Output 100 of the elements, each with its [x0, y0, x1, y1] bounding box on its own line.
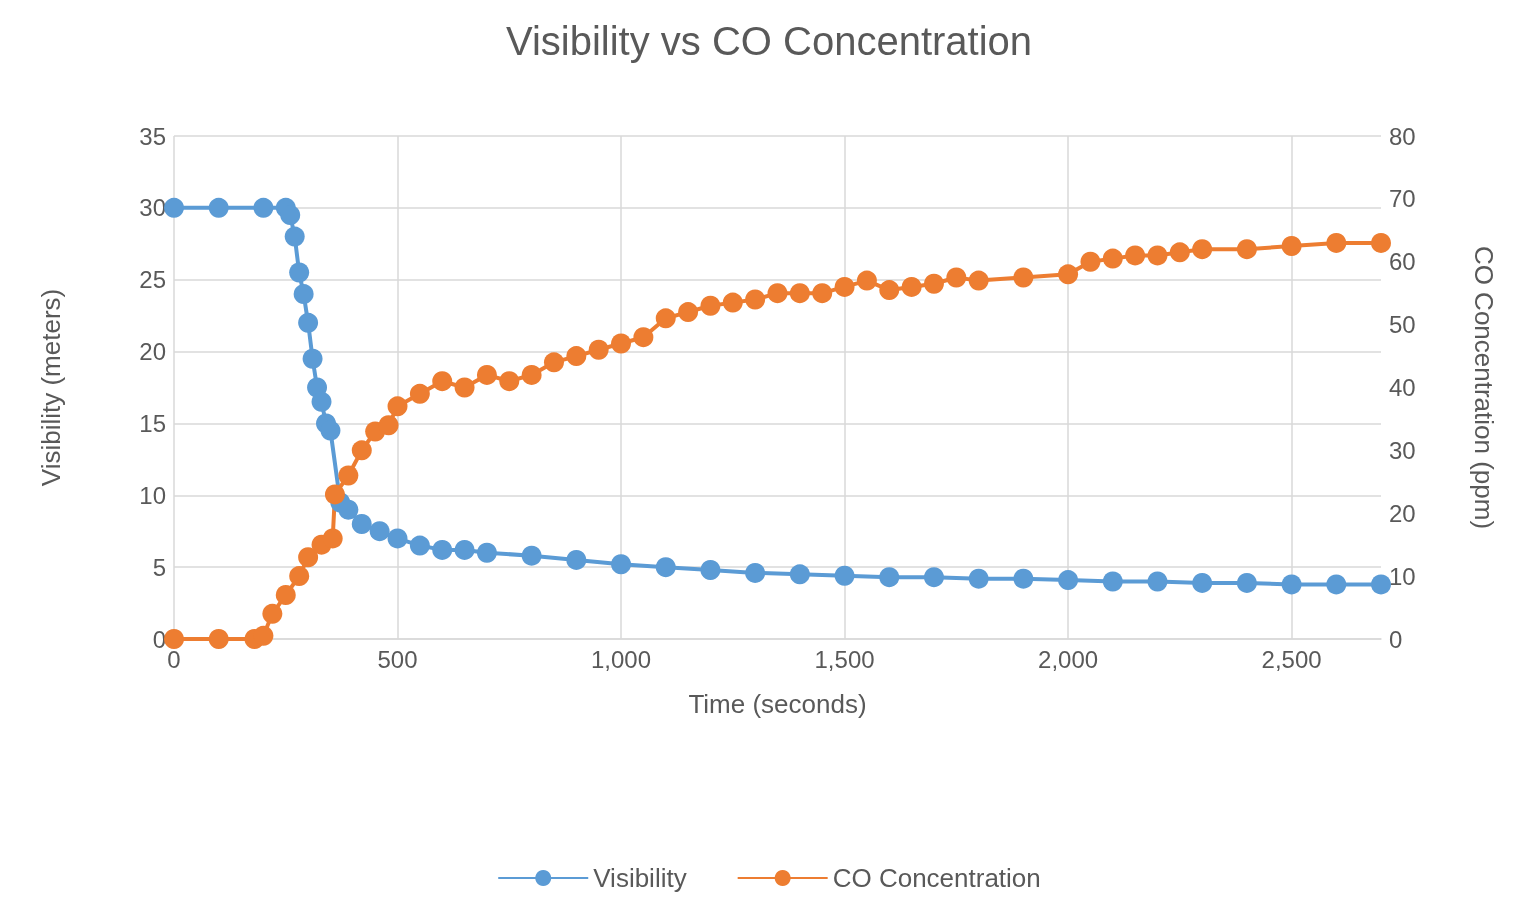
point	[611, 554, 632, 575]
point	[499, 371, 520, 392]
point	[324, 484, 345, 505]
point	[275, 584, 296, 605]
point	[302, 348, 323, 369]
point	[476, 542, 497, 563]
point	[946, 267, 967, 288]
point	[1236, 572, 1257, 593]
point	[262, 603, 283, 624]
point	[544, 352, 564, 373]
x-tick-label: 1,500	[814, 645, 875, 673]
point	[745, 289, 766, 310]
point	[253, 625, 274, 646]
legend-label: CO Concentration	[832, 863, 1041, 893]
point	[1192, 239, 1213, 260]
y-tick-label: 0	[152, 625, 166, 653]
point	[164, 197, 184, 218]
point	[1371, 232, 1391, 253]
point	[611, 333, 632, 354]
point	[432, 371, 453, 392]
point	[1326, 232, 1347, 253]
y2-tick-label: 10	[1389, 562, 1416, 590]
y-tick-label: 20	[139, 338, 166, 366]
x-tick-label: 2,500	[1261, 645, 1322, 673]
point	[856, 270, 877, 291]
point	[409, 535, 430, 556]
point	[521, 545, 542, 566]
point	[1058, 264, 1079, 285]
point	[722, 292, 743, 313]
y2-axis-title: CO Concentration (ppm)	[1469, 245, 1499, 530]
point	[1013, 568, 1034, 589]
x-axis-title: Time (seconds)	[688, 689, 867, 719]
point	[1013, 267, 1034, 288]
point	[280, 205, 301, 226]
point	[700, 560, 721, 581]
point	[1192, 572, 1213, 593]
point	[1102, 248, 1123, 269]
point	[476, 364, 497, 385]
y-tick-label: 10	[139, 481, 166, 509]
point	[633, 327, 654, 348]
point	[338, 499, 359, 520]
point	[164, 629, 184, 649]
y-tick-label: 25	[139, 266, 166, 294]
point	[387, 528, 408, 549]
y-tick-label: 15	[139, 409, 166, 437]
point	[655, 557, 676, 578]
point	[298, 312, 319, 333]
point	[745, 562, 766, 583]
x-tick-label: 1,000	[591, 645, 652, 673]
point	[351, 440, 372, 461]
point	[923, 567, 944, 588]
point	[320, 420, 341, 441]
point	[566, 346, 587, 367]
point	[298, 547, 319, 568]
point	[293, 284, 314, 305]
point	[322, 528, 343, 549]
point	[253, 197, 274, 218]
point	[409, 383, 430, 404]
x-tick-label: 500	[377, 645, 418, 673]
chart-title: Visibility vs CO Concentration	[505, 19, 1033, 63]
point	[289, 566, 310, 587]
x-tick-label: 2,000	[1038, 645, 1099, 673]
y2-tick-label: 20	[1389, 499, 1416, 527]
y-axis-title: Visibility (meters)	[36, 288, 66, 487]
point	[378, 415, 399, 436]
point	[338, 465, 359, 486]
y2-tick-label: 80	[1389, 122, 1416, 150]
point	[369, 521, 390, 542]
point	[454, 377, 475, 398]
point	[1326, 574, 1347, 595]
y2-tick-label: 0	[1389, 625, 1403, 653]
point	[879, 280, 900, 301]
point	[1147, 245, 1168, 266]
point	[311, 391, 332, 412]
point	[387, 396, 408, 417]
point	[1102, 571, 1123, 592]
y-tick-label: 5	[152, 553, 166, 581]
y2-tick-label: 60	[1389, 248, 1416, 276]
point	[454, 539, 475, 560]
point	[879, 567, 900, 588]
point	[789, 283, 810, 304]
y2-tick-label: 70	[1389, 185, 1416, 213]
point	[655, 308, 676, 329]
point	[767, 283, 788, 304]
point	[1236, 239, 1257, 260]
point	[1058, 570, 1079, 591]
point	[812, 283, 833, 304]
point	[968, 270, 989, 291]
point	[351, 514, 372, 535]
point	[678, 302, 699, 323]
point	[1281, 236, 1302, 257]
point	[834, 276, 855, 297]
point	[208, 629, 229, 649]
point	[834, 565, 855, 586]
point	[1080, 251, 1101, 272]
point	[789, 564, 810, 585]
y2-tick-label: 40	[1389, 374, 1416, 401]
point	[923, 273, 944, 294]
legend-label: Visibility	[593, 863, 687, 893]
point	[289, 262, 310, 283]
